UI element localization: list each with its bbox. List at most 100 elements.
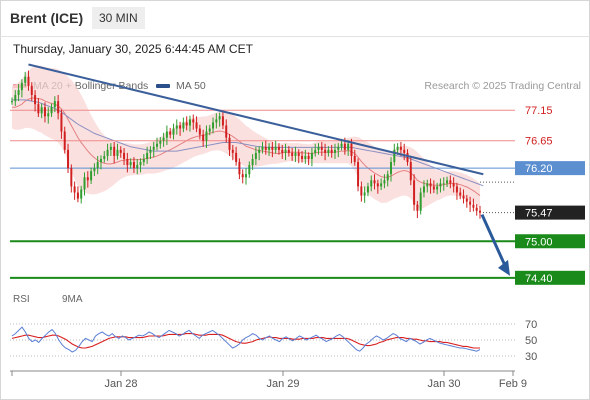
candle-body	[123, 152, 126, 159]
candle-body	[86, 177, 89, 181]
candle-body	[406, 152, 409, 163]
legend-ma50: MA 50	[156, 80, 206, 92]
candle-body	[370, 180, 373, 187]
candle-body	[254, 152, 257, 159]
candle-body	[409, 162, 412, 181]
candle-body	[238, 162, 241, 175]
x-tick-label: Jan 30	[427, 378, 460, 390]
candle-body	[439, 183, 442, 187]
resistance-label-77.15: 77.15	[525, 105, 553, 117]
rsi-tick-70: 70	[525, 319, 537, 331]
candle-body	[241, 174, 244, 178]
candle-body	[205, 131, 208, 141]
ma50-label: MA 50	[176, 80, 206, 92]
candle-body	[80, 189, 83, 199]
ma20-line	[12, 97, 481, 196]
x-tick-label: Jan 29	[266, 378, 299, 390]
candle-body	[386, 174, 389, 181]
candle-body	[455, 186, 458, 193]
candle-body	[132, 162, 135, 169]
candle-body	[320, 146, 323, 150]
candle-body	[149, 149, 152, 153]
candle-body	[281, 149, 284, 153]
candle-body	[310, 152, 313, 159]
timeframe-badge[interactable]: 30 MIN	[92, 7, 145, 29]
candle-body	[462, 195, 465, 199]
candle-body	[416, 204, 419, 211]
candle-body	[169, 131, 172, 135]
candle-body	[192, 119, 195, 123]
resistance-label-76.65: 76.65	[525, 136, 553, 148]
candle-body	[258, 149, 261, 153]
candle-body	[449, 180, 452, 184]
rsi-tick-30: 30	[525, 351, 537, 363]
candle-body	[399, 146, 402, 150]
bollinger-band	[12, 65, 480, 209]
candle-body	[57, 101, 60, 114]
candle-body	[27, 76, 30, 86]
candle-body	[47, 113, 50, 117]
candle-body	[294, 152, 297, 156]
candle-body	[139, 162, 142, 166]
candle-body	[119, 149, 122, 153]
candle-body	[70, 168, 73, 187]
support-tag-74.40	[515, 270, 585, 285]
candle-body	[208, 128, 211, 132]
candle-body	[221, 116, 224, 126]
candle-body	[14, 95, 17, 102]
candle-body	[109, 146, 112, 150]
candle-body	[330, 149, 333, 153]
candle-body	[225, 125, 228, 138]
candle-body	[479, 210, 481, 213]
chart-datetime: Thursday, January 30, 2025 6:44:45 AM CE…	[13, 42, 253, 56]
candle-body	[422, 186, 425, 193]
candle-body	[307, 155, 310, 159]
candle-body	[20, 82, 23, 91]
candle-body	[357, 162, 360, 187]
candle-body	[475, 207, 478, 211]
candle-body	[390, 162, 393, 175]
candle-body	[172, 128, 175, 135]
ma50-line	[12, 99, 484, 187]
candle-body	[218, 116, 221, 120]
candle-body	[248, 165, 251, 175]
candle-body	[106, 149, 109, 156]
candle-body	[366, 186, 369, 193]
candle-body	[40, 107, 43, 114]
candle-body	[436, 186, 439, 190]
candle-body	[350, 143, 353, 156]
candle-body	[156, 143, 159, 147]
candle-body	[268, 146, 271, 150]
candle-body	[235, 152, 238, 163]
candle-body	[287, 149, 290, 153]
support-tag-75.00	[515, 234, 585, 249]
candle-body	[432, 186, 435, 190]
candle-body	[271, 146, 274, 150]
candle-body	[63, 131, 66, 150]
candle-body	[103, 155, 106, 159]
candle-body	[215, 119, 218, 123]
candle-body	[50, 107, 53, 114]
candle-body	[185, 122, 188, 126]
rsi-line	[11, 326, 481, 353]
candle-body	[165, 131, 168, 138]
candle-body	[175, 125, 178, 129]
candle-body	[301, 155, 304, 159]
candle-body	[182, 122, 185, 129]
candle-body	[324, 149, 327, 153]
candle-body	[396, 146, 399, 150]
candle-body	[459, 192, 462, 196]
candle-body	[413, 180, 416, 205]
candle-body	[317, 146, 320, 150]
candle-body	[274, 146, 277, 150]
candle-body	[419, 192, 422, 211]
support-label-74.40: 74.40	[525, 273, 553, 285]
candle-body	[11, 101, 13, 103]
candle-body	[314, 149, 317, 153]
candle-body	[277, 146, 280, 150]
candle-body	[152, 146, 155, 150]
trendline	[28, 63, 484, 176]
candle-body	[297, 152, 300, 156]
last-price-tag	[515, 205, 585, 220]
